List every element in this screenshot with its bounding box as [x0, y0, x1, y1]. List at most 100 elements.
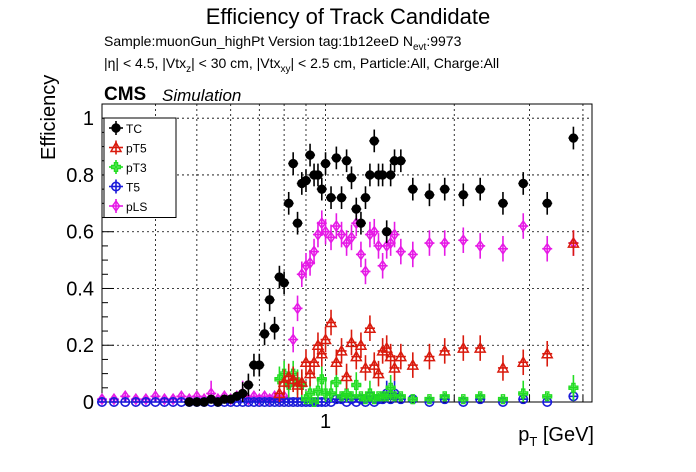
- series-pt3: [274, 360, 579, 408]
- legend-entry-pt3: pT3: [109, 160, 147, 175]
- data-point: [320, 158, 331, 169]
- data-point: [337, 228, 346, 241]
- data-point: [372, 367, 385, 379]
- x-axis-label-p: p: [518, 424, 530, 446]
- data-point: [342, 236, 352, 250]
- data-point: [341, 156, 352, 166]
- data-point: [424, 394, 435, 405]
- data-point: [518, 388, 529, 399]
- cuts-mid: | < 30 cm, |Vtx: [191, 55, 281, 71]
- data-point: [396, 245, 406, 258]
- data-point: [336, 192, 347, 203]
- data-point: [363, 321, 377, 333]
- data-point: [381, 227, 392, 237]
- subtitle-nevt-subscript: evt: [412, 41, 427, 53]
- data-point: [438, 344, 451, 356]
- data-point: [351, 379, 362, 391]
- data-point: [313, 170, 323, 180]
- data-point: [109, 392, 119, 406]
- data-point: [168, 392, 178, 406]
- data-point: [97, 396, 108, 407]
- legend-marker: [109, 140, 123, 153]
- data-point: [120, 396, 131, 407]
- data-point: [288, 333, 298, 346]
- data-point: [317, 184, 327, 194]
- data-point: [385, 170, 396, 180]
- data-point: [315, 347, 329, 359]
- data-point: [131, 392, 141, 406]
- data-point: [141, 392, 151, 406]
- data-point: [542, 242, 552, 256]
- data-point: [273, 386, 286, 399]
- data-point: [350, 350, 363, 362]
- data-point: [360, 394, 371, 405]
- data-point: [440, 184, 450, 194]
- data-point: [309, 245, 319, 258]
- data-point: [347, 231, 356, 244]
- data-point: [311, 338, 325, 350]
- legend-label: TC: [126, 122, 142, 136]
- data-point: [567, 236, 580, 248]
- data-point: [305, 256, 315, 270]
- data-point: [316, 374, 327, 385]
- data-point: [340, 369, 353, 382]
- data-point: [309, 396, 320, 408]
- legend-marker: [110, 161, 122, 173]
- data-point: [140, 396, 151, 407]
- data-point: [390, 228, 399, 241]
- data-point: [361, 265, 370, 278]
- data-point: [331, 219, 341, 233]
- legend-label: pLS: [126, 200, 147, 214]
- y-tick-label: 0: [83, 392, 94, 414]
- data-point: [458, 190, 469, 200]
- data-point: [317, 216, 327, 230]
- y-tick-label: 0.2: [66, 335, 94, 357]
- data-point: [369, 225, 379, 239]
- data-point: [360, 192, 371, 203]
- data-point: [305, 150, 315, 160]
- data-point: [475, 239, 485, 253]
- data-point: [378, 259, 388, 273]
- legend-label: pT5: [126, 142, 147, 156]
- data-point: [396, 156, 406, 166]
- data-point: [325, 388, 337, 399]
- data-point: [160, 392, 169, 406]
- data-point: [282, 369, 295, 382]
- chart-title: Efficiency of Track Candidate: [205, 4, 491, 29]
- data-point: [321, 225, 330, 239]
- data-point: [388, 361, 401, 373]
- x-tick-label: 1: [320, 411, 331, 433]
- y-tick-label: 0.4: [66, 278, 94, 300]
- data-point: [283, 198, 294, 209]
- data-point: [354, 338, 368, 350]
- data-point: [254, 360, 265, 370]
- data-point: [326, 231, 336, 244]
- data-point: [384, 350, 397, 362]
- data-point: [457, 341, 470, 353]
- data-point: [406, 358, 420, 370]
- data-point: [299, 355, 313, 368]
- data-point: [108, 396, 119, 407]
- data-point: [498, 242, 508, 256]
- data-point: [301, 175, 311, 186]
- cuts-z-subscript: z: [186, 63, 192, 75]
- data-point: [518, 219, 528, 233]
- data-point: [377, 170, 388, 180]
- data-point: [346, 391, 357, 402]
- data-point: [518, 178, 528, 189]
- data-point: [277, 375, 291, 387]
- legend-entry-pls: pLS: [109, 199, 147, 214]
- data-point: [439, 391, 450, 402]
- data-point: [407, 394, 418, 405]
- data-point: [359, 361, 372, 373]
- y-tick-label: 0.8: [66, 165, 94, 187]
- data-point: [440, 236, 450, 250]
- data-point: [307, 355, 321, 368]
- data-point: [386, 236, 396, 250]
- data-point: [264, 295, 275, 305]
- data-point: [540, 347, 554, 359]
- x-axis-label-sub: T: [529, 434, 538, 449]
- data-point: [319, 333, 332, 345]
- data-point: [346, 173, 357, 183]
- data-point: [498, 198, 508, 209]
